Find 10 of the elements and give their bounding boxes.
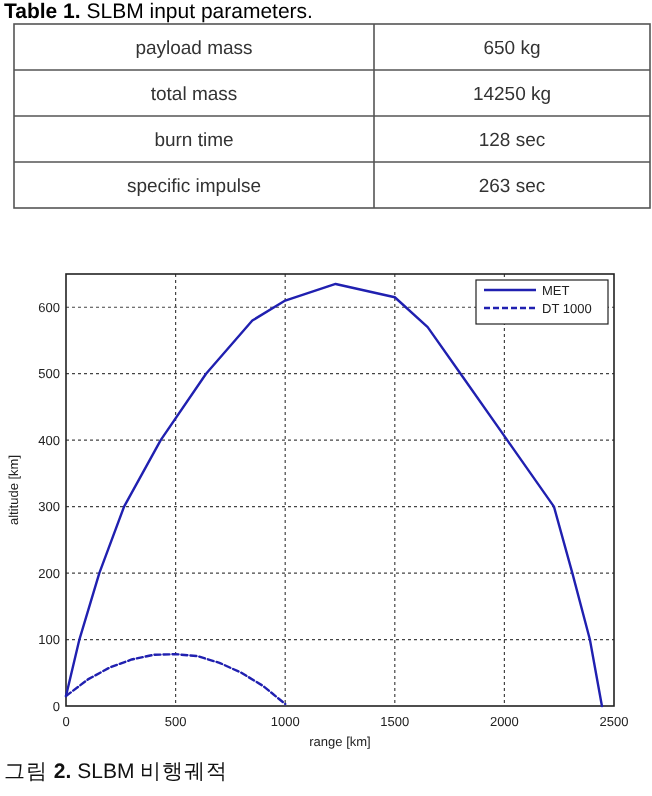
text: 14250 kg: [472, 84, 552, 106]
text: 128 sec: [478, 130, 546, 152]
text: 그림 2. SLBM 비행궤적: [4, 760, 229, 784]
text: total mass: [150, 84, 238, 106]
text: Table 1. SLBM input parameters.: [4, 0, 313, 24]
text: burn time: [154, 130, 234, 152]
text: 650 kg: [483, 38, 541, 60]
text: 263 sec: [478, 176, 546, 198]
text: specific impulse: [126, 176, 262, 198]
text: payload mass: [135, 38, 254, 60]
